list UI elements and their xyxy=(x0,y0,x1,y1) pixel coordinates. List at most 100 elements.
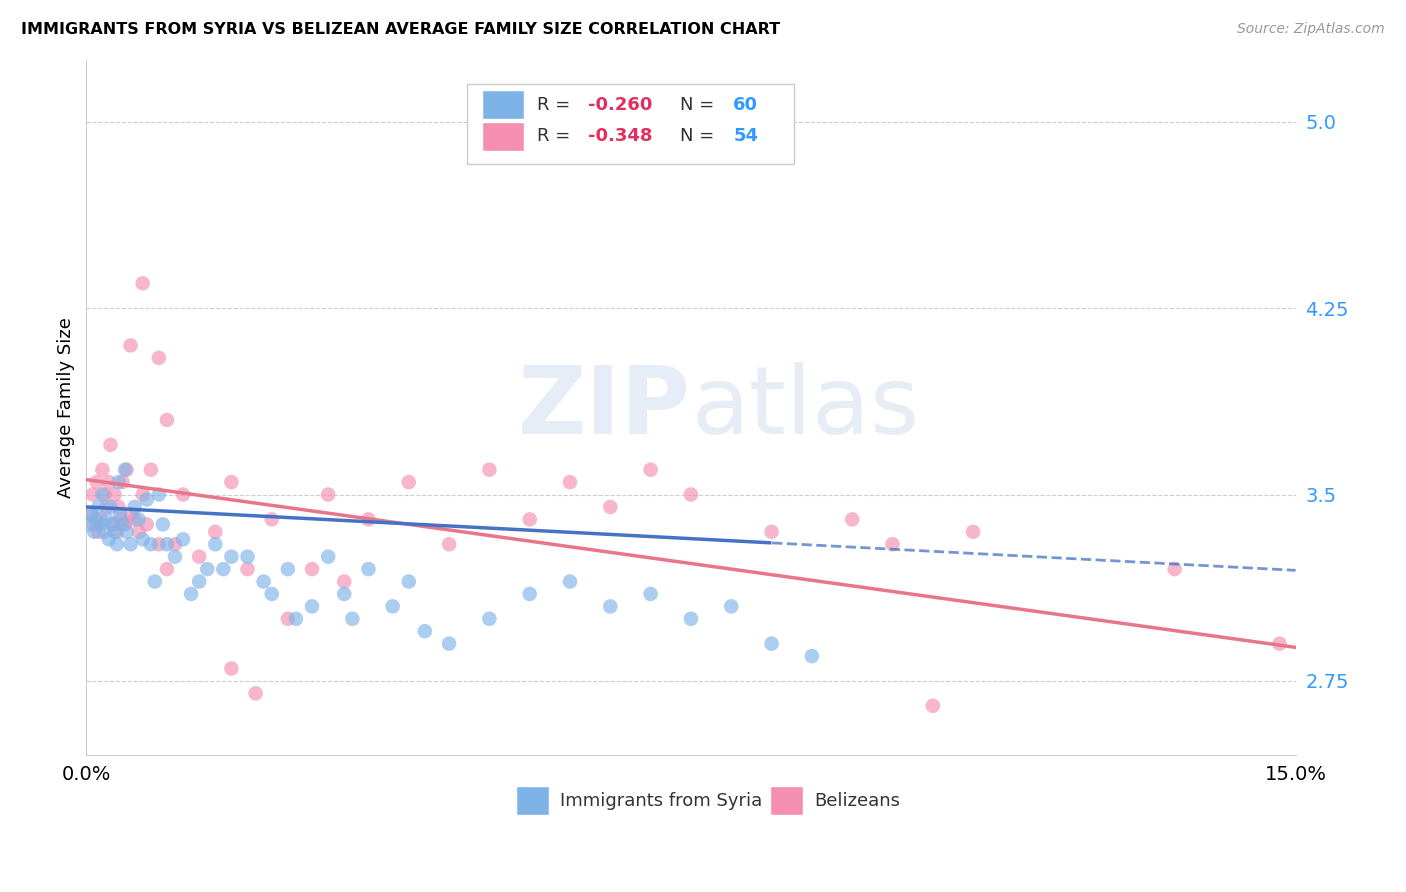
Point xyxy=(103,524,125,539)
Point xyxy=(139,463,162,477)
Text: Source: ZipAtlas.com: Source: ZipAtlas.com xyxy=(1237,22,1385,37)
Text: 60: 60 xyxy=(734,95,758,114)
Point xyxy=(87,524,110,539)
Point xyxy=(90,517,112,532)
Text: N =: N = xyxy=(681,128,720,145)
Point xyxy=(277,562,299,576)
Point xyxy=(478,612,501,626)
Point xyxy=(558,574,581,589)
Point xyxy=(558,475,581,489)
Point xyxy=(761,524,783,539)
Point xyxy=(156,562,179,576)
Point xyxy=(921,698,943,713)
Bar xyxy=(482,121,524,151)
Point xyxy=(100,438,122,452)
Point xyxy=(381,599,404,614)
Point xyxy=(333,574,356,589)
Point xyxy=(87,500,110,514)
Point xyxy=(413,624,436,639)
Point xyxy=(342,612,364,626)
Point xyxy=(97,533,120,547)
Bar xyxy=(769,786,803,815)
Point xyxy=(135,517,157,532)
Point xyxy=(1268,637,1291,651)
Point xyxy=(761,637,783,651)
Point xyxy=(301,562,323,576)
Point xyxy=(204,524,226,539)
Point xyxy=(101,517,124,532)
Point xyxy=(96,500,118,514)
Point xyxy=(139,537,162,551)
Text: R =: R = xyxy=(537,128,576,145)
Point xyxy=(245,686,267,700)
Point xyxy=(172,533,194,547)
Point xyxy=(120,338,142,352)
Point xyxy=(679,487,702,501)
Point xyxy=(720,599,742,614)
Point xyxy=(640,463,662,477)
Point xyxy=(236,562,259,576)
Point xyxy=(101,517,124,532)
Point xyxy=(284,612,307,626)
Point xyxy=(132,277,155,291)
Text: IMMIGRANTS FROM SYRIA VS BELIZEAN AVERAGE FAMILY SIZE CORRELATION CHART: IMMIGRANTS FROM SYRIA VS BELIZEAN AVERAG… xyxy=(21,22,780,37)
Point xyxy=(83,524,105,539)
Point xyxy=(110,512,132,526)
Point xyxy=(398,574,420,589)
Point xyxy=(188,574,211,589)
Point xyxy=(82,487,104,501)
Point xyxy=(437,637,460,651)
Point xyxy=(93,524,115,539)
Text: N =: N = xyxy=(681,95,720,114)
Point xyxy=(115,463,138,477)
Point xyxy=(478,463,501,477)
Point xyxy=(91,463,114,477)
Point xyxy=(679,612,702,626)
Text: R =: R = xyxy=(537,95,576,114)
Y-axis label: Average Family Size: Average Family Size xyxy=(58,318,75,498)
Point xyxy=(841,512,863,526)
Point xyxy=(148,351,170,365)
Point xyxy=(599,599,621,614)
Point xyxy=(333,587,356,601)
Text: -0.348: -0.348 xyxy=(588,128,652,145)
Point xyxy=(86,475,108,489)
Point xyxy=(437,537,460,551)
Point xyxy=(128,524,150,539)
Point xyxy=(260,587,283,601)
Point xyxy=(79,508,101,522)
Point xyxy=(253,574,276,589)
Point xyxy=(114,517,136,532)
Point xyxy=(962,524,984,539)
Text: ZIP: ZIP xyxy=(517,361,690,453)
Point xyxy=(640,587,662,601)
Point xyxy=(135,492,157,507)
Point xyxy=(357,512,380,526)
Point xyxy=(111,517,134,532)
Point xyxy=(90,512,112,526)
Point xyxy=(316,549,339,564)
Point xyxy=(103,487,125,501)
Point xyxy=(148,487,170,501)
Text: Belizeans: Belizeans xyxy=(814,792,900,810)
Point xyxy=(128,512,150,526)
Point xyxy=(221,661,243,675)
Point xyxy=(97,475,120,489)
Point xyxy=(163,549,186,564)
Point xyxy=(301,599,323,614)
Point xyxy=(108,508,131,522)
Point xyxy=(519,587,541,601)
Point xyxy=(115,524,138,539)
Point xyxy=(100,500,122,514)
Bar xyxy=(482,90,524,120)
Point xyxy=(316,487,339,501)
Point xyxy=(277,612,299,626)
Point xyxy=(156,413,179,427)
Point xyxy=(120,537,142,551)
Text: 54: 54 xyxy=(734,128,758,145)
Text: atlas: atlas xyxy=(690,361,920,453)
Point xyxy=(111,475,134,489)
Bar xyxy=(516,786,550,815)
Point xyxy=(105,524,128,539)
Point xyxy=(163,537,186,551)
